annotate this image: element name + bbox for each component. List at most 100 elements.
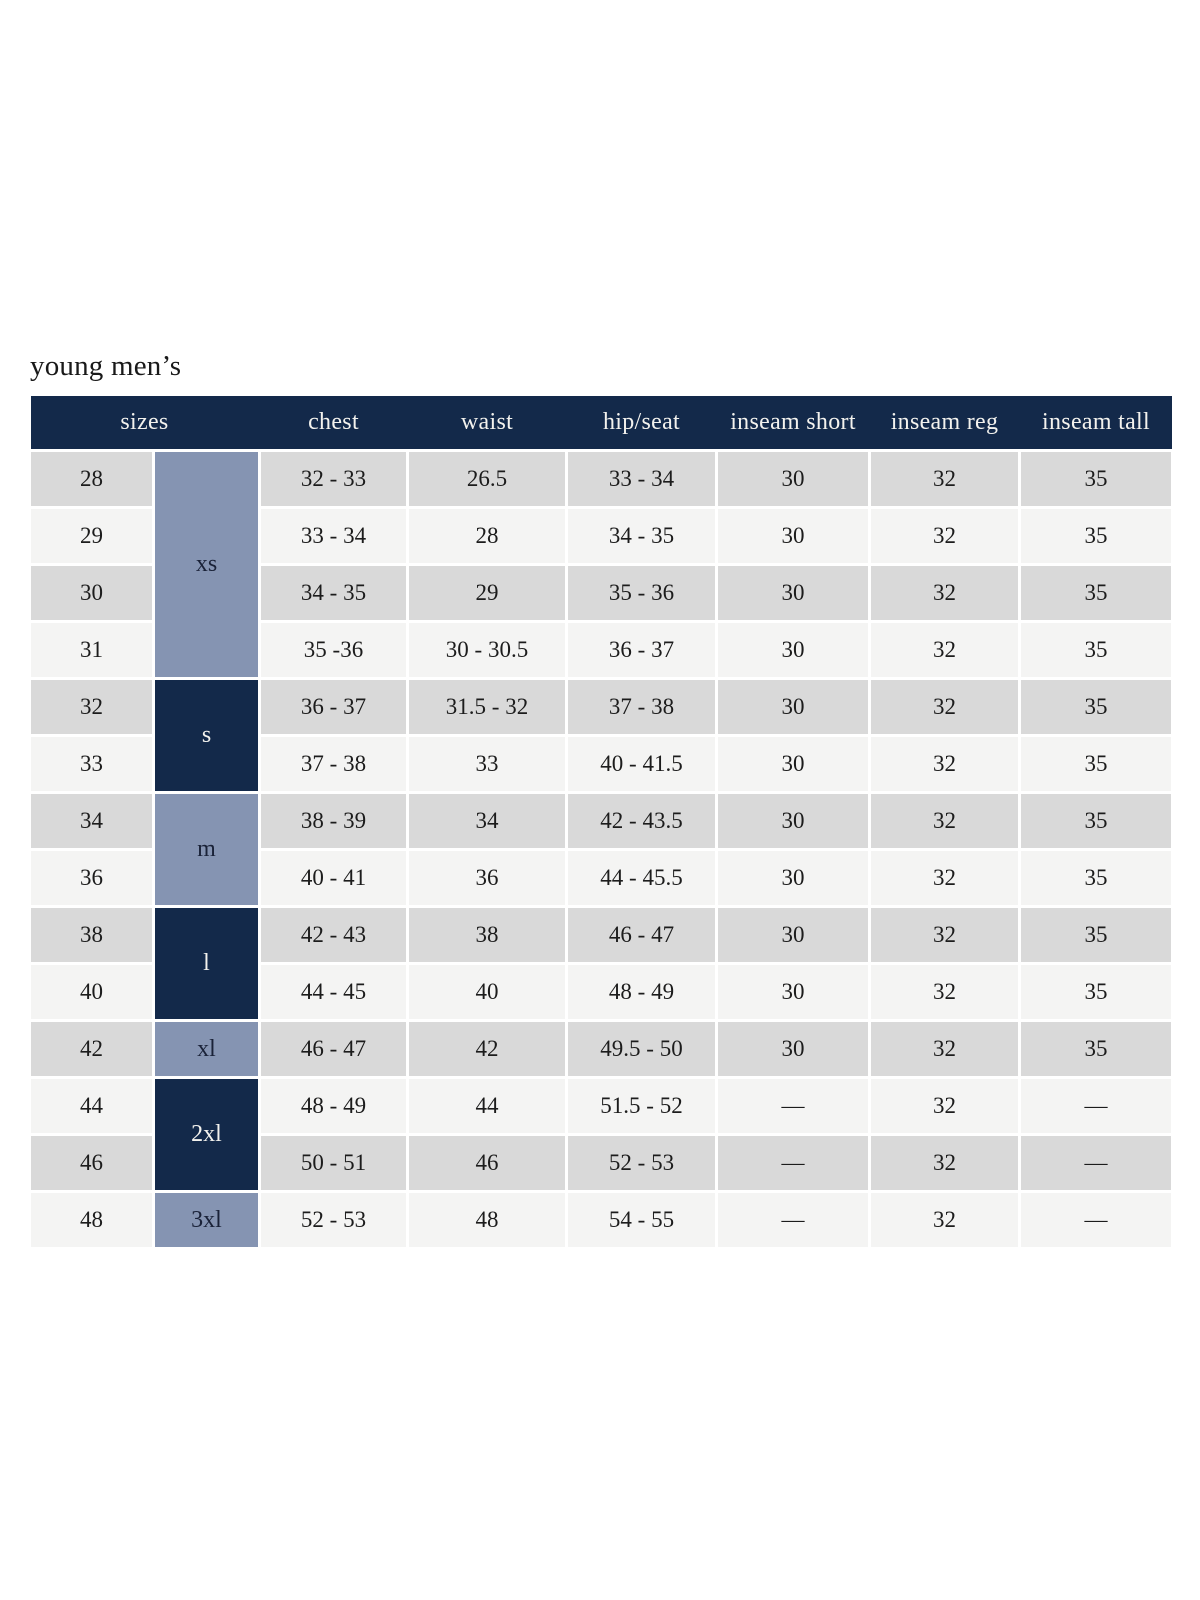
hip-seat-cell: 35 - 36 bbox=[568, 566, 715, 620]
table-header-row: sizes chest waist hip/seat inseam short … bbox=[31, 396, 1172, 449]
inseam-reg-cell: 32 bbox=[871, 623, 1018, 677]
inseam-tall-cell: 35 bbox=[1021, 452, 1171, 506]
chest-cell: 34 - 35 bbox=[261, 566, 406, 620]
size-cell: 29 bbox=[31, 509, 152, 563]
size-cell: 32 bbox=[31, 680, 152, 734]
waist-cell: 38 bbox=[409, 908, 565, 962]
inseam-reg-cell: 32 bbox=[871, 965, 1018, 1019]
table-body: xs s m l xl 2xl 3xl 28 32 - 33 26.5 33 - 34 30 32 35 2… bbox=[31, 452, 1172, 1247]
waist-cell: 30 - 30.5 bbox=[409, 623, 565, 677]
inseam-short-cell: 30 bbox=[718, 737, 868, 791]
chest-cell: 36 - 37 bbox=[261, 680, 406, 734]
inseam-tall-cell: 35 bbox=[1021, 851, 1171, 905]
hip-seat-cell: 44 - 45.5 bbox=[568, 851, 715, 905]
inseam-short-cell: — bbox=[718, 1136, 868, 1190]
inseam-reg-cell: 32 bbox=[871, 1022, 1018, 1076]
hip-seat-cell: 48 - 49 bbox=[568, 965, 715, 1019]
inseam-tall-cell: 35 bbox=[1021, 680, 1171, 734]
inseam-short-cell: — bbox=[718, 1193, 868, 1247]
inseam-reg-cell: 32 bbox=[871, 1079, 1018, 1133]
chest-cell: 48 - 49 bbox=[261, 1079, 406, 1133]
header-cell-chest: chest bbox=[308, 409, 359, 435]
header-cell-hip-seat: hip/seat bbox=[602, 409, 681, 435]
waist-cell: 40 bbox=[409, 965, 565, 1019]
waist-cell: 36 bbox=[409, 851, 565, 905]
size-cell: 44 bbox=[31, 1079, 152, 1133]
header-cell-waist: waist bbox=[460, 409, 514, 435]
inseam-short-cell: 30 bbox=[718, 965, 868, 1019]
inseam-tall-cell: — bbox=[1021, 1136, 1171, 1190]
waist-cell: 28 bbox=[409, 509, 565, 563]
hip-seat-cell: 52 - 53 bbox=[568, 1136, 715, 1190]
size-cell: 36 bbox=[31, 851, 152, 905]
page-title: young men’s bbox=[30, 350, 182, 382]
waist-cell: 48 bbox=[409, 1193, 565, 1247]
inseam-tall-cell: 35 bbox=[1021, 623, 1171, 677]
hip-seat-cell: 37 - 38 bbox=[568, 680, 715, 734]
inseam-tall-cell: 35 bbox=[1021, 509, 1171, 563]
chest-cell: 44 - 45 bbox=[261, 965, 406, 1019]
waist-cell: 29 bbox=[409, 566, 565, 620]
inseam-tall-cell: 35 bbox=[1021, 737, 1171, 791]
inseam-reg-cell: 32 bbox=[871, 509, 1018, 563]
waist-cell: 33 bbox=[409, 737, 565, 791]
hip-seat-cell: 36 - 37 bbox=[568, 623, 715, 677]
size-cell: 46 bbox=[31, 1136, 152, 1190]
waist-cell: 26.5 bbox=[409, 452, 565, 506]
inseam-short-cell: 30 bbox=[718, 680, 868, 734]
inseam-tall-cell: 35 bbox=[1021, 965, 1171, 1019]
inseam-tall-cell: 35 bbox=[1021, 566, 1171, 620]
waist-cell: 46 bbox=[409, 1136, 565, 1190]
inseam-reg-cell: 32 bbox=[871, 737, 1018, 791]
inseam-reg-cell: 32 bbox=[871, 1136, 1018, 1190]
size-cell: 31 bbox=[31, 623, 152, 677]
inseam-reg-cell: 32 bbox=[871, 452, 1018, 506]
hip-seat-cell: 54 - 55 bbox=[568, 1193, 715, 1247]
inseam-tall-cell: 35 bbox=[1021, 1022, 1171, 1076]
inseam-reg-cell: 32 bbox=[871, 566, 1018, 620]
waist-cell: 42 bbox=[409, 1022, 565, 1076]
hip-seat-cell: 40 - 41.5 bbox=[568, 737, 715, 791]
inseam-short-cell: 30 bbox=[718, 509, 868, 563]
inseam-reg-cell: 32 bbox=[871, 1193, 1018, 1247]
chest-cell: 42 - 43 bbox=[261, 908, 406, 962]
size-cell: 48 bbox=[31, 1193, 152, 1247]
size-group-cell-xl: xl bbox=[155, 1022, 258, 1076]
inseam-tall-cell: — bbox=[1021, 1079, 1171, 1133]
size-cell: 33 bbox=[31, 737, 152, 791]
size-group-cell-3xl: 3xl bbox=[155, 1193, 258, 1247]
chest-cell: 37 - 38 bbox=[261, 737, 406, 791]
size-cell: 28 bbox=[31, 452, 152, 506]
header-cell-inseam-reg: inseam reg bbox=[890, 409, 999, 435]
chest-cell: 38 - 39 bbox=[261, 794, 406, 848]
chest-cell: 46 - 47 bbox=[261, 1022, 406, 1076]
inseam-reg-cell: 32 bbox=[871, 794, 1018, 848]
inseam-tall-cell: 35 bbox=[1021, 794, 1171, 848]
header-cell-sizes: sizes bbox=[120, 409, 169, 435]
chest-cell: 33 - 34 bbox=[261, 509, 406, 563]
chest-cell: 40 - 41 bbox=[261, 851, 406, 905]
waist-cell: 31.5 - 32 bbox=[409, 680, 565, 734]
inseam-short-cell: 30 bbox=[718, 1022, 868, 1076]
size-group-cell-l: l bbox=[155, 908, 258, 1019]
hip-seat-cell: 51.5 - 52 bbox=[568, 1079, 715, 1133]
hip-seat-cell: 46 - 47 bbox=[568, 908, 715, 962]
hip-seat-cell: 33 - 34 bbox=[568, 452, 715, 506]
size-cell: 38 bbox=[31, 908, 152, 962]
inseam-short-cell: 30 bbox=[718, 566, 868, 620]
header-cell-inseam-tall: inseam tall bbox=[1042, 409, 1150, 435]
hip-seat-cell: 49.5 - 50 bbox=[568, 1022, 715, 1076]
chest-cell: 35 -36 bbox=[261, 623, 406, 677]
size-group-cell-xs: xs bbox=[155, 452, 258, 677]
inseam-reg-cell: 32 bbox=[871, 908, 1018, 962]
inseam-short-cell: — bbox=[718, 1079, 868, 1133]
size-cell: 40 bbox=[31, 965, 152, 1019]
chest-cell: 32 - 33 bbox=[261, 452, 406, 506]
inseam-short-cell: 30 bbox=[718, 908, 868, 962]
inseam-tall-cell: 35 bbox=[1021, 908, 1171, 962]
size-group-cell-2xl: 2xl bbox=[155, 1079, 258, 1190]
inseam-tall-cell: — bbox=[1021, 1193, 1171, 1247]
size-cell: 34 bbox=[31, 794, 152, 848]
chest-cell: 52 - 53 bbox=[261, 1193, 406, 1247]
waist-cell: 44 bbox=[409, 1079, 565, 1133]
